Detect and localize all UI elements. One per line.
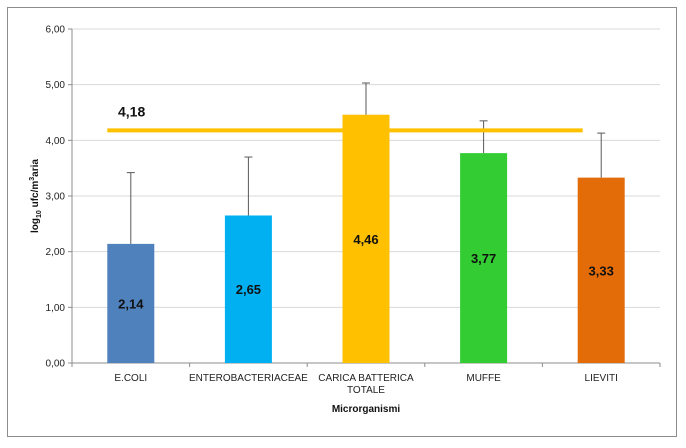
x-axis-title: Microrganismi xyxy=(332,404,401,415)
data-label: 3,77 xyxy=(471,251,496,266)
bar xyxy=(107,243,155,363)
bar xyxy=(224,215,272,363)
bar xyxy=(577,177,625,363)
data-label: 2,65 xyxy=(236,282,261,297)
x-tick-label: LIEVITI xyxy=(585,373,618,384)
x-tick-label: TOTALE xyxy=(347,385,385,396)
y-tick-label: 2,00 xyxy=(46,247,66,258)
bar xyxy=(342,114,390,363)
y-axis-title: log10 ufc/m3aria xyxy=(29,159,43,233)
reference-line-label: 4,18 xyxy=(118,103,145,119)
bar xyxy=(460,153,508,363)
data-label: 2,14 xyxy=(118,296,144,311)
data-label: 4,46 xyxy=(353,232,378,247)
data-label: 3,33 xyxy=(589,263,614,278)
x-tick-label: CARICA BATTERICA xyxy=(318,373,414,384)
y-tick-label: 5,00 xyxy=(46,80,66,91)
y-tick-label: 1,00 xyxy=(46,303,66,314)
x-tick-label: MUFFE xyxy=(466,373,501,384)
y-tick-label: 3,00 xyxy=(46,192,66,203)
y-tick-label: 6,00 xyxy=(46,25,66,36)
x-tick-label: E.COLI xyxy=(114,373,147,384)
chart-frame xyxy=(7,7,677,437)
x-tick-label: ENTEROBACTERIACEAE xyxy=(189,373,308,384)
y-tick-label: 0,00 xyxy=(46,359,66,370)
y-tick-label: 4,00 xyxy=(46,136,66,147)
